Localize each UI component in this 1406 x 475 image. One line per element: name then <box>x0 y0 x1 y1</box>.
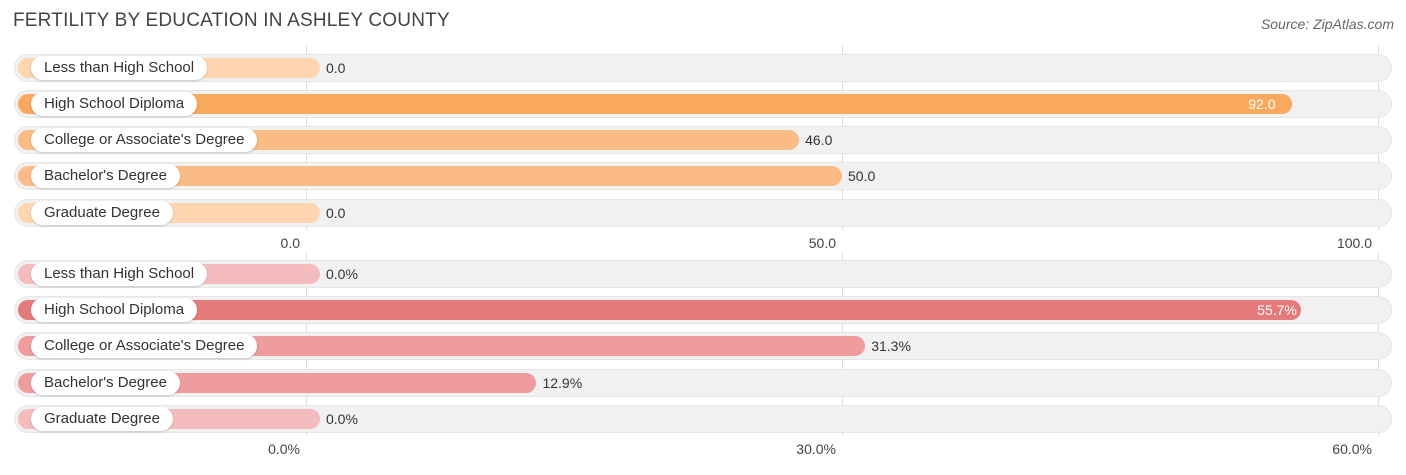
category-label: Graduate Degree <box>31 201 173 225</box>
value-label: 0.0 <box>326 60 346 76</box>
source-label: Source: ZipAtlas.com <box>1260 16 1394 32</box>
category-label: Bachelor's Degree <box>31 371 180 395</box>
category-label: Less than High School <box>31 56 208 80</box>
tick-label: 30.0% <box>796 441 836 457</box>
category-label: High School Diploma <box>31 298 198 322</box>
category-label: College or Associate's Degree <box>31 334 258 358</box>
category-label: Bachelor's Degree <box>31 164 180 188</box>
tick-label: 100.0 <box>1336 235 1372 251</box>
value-label: 50.0 <box>848 168 876 184</box>
value-label: 92.0 <box>1248 96 1276 112</box>
chart-title: FERTILITY BY EDUCATION IN ASHLEY COUNTY <box>13 10 450 31</box>
bar <box>18 300 1302 320</box>
tick-label: 0.0% <box>268 441 300 457</box>
value-label: 0.0 <box>326 205 346 221</box>
tick-label: 50.0 <box>808 235 836 251</box>
category-label: High School Diploma <box>31 92 198 116</box>
bar <box>18 166 842 186</box>
value-label: 31.3% <box>871 338 911 354</box>
value-label: 12.9% <box>542 375 583 391</box>
category-label: College or Associate's Degree <box>31 128 258 152</box>
category-label: Graduate Degree <box>31 407 173 431</box>
value-label: 0.0% <box>326 411 358 427</box>
bar <box>18 94 1293 114</box>
value-label: 0.0% <box>326 266 358 282</box>
value-label: 46.0 <box>805 132 833 148</box>
value-label: 55.7% <box>1257 302 1297 318</box>
tick-label: 0.0 <box>280 235 300 251</box>
category-label: Less than High School <box>31 262 208 286</box>
tick-label: 60.0% <box>1332 441 1372 457</box>
